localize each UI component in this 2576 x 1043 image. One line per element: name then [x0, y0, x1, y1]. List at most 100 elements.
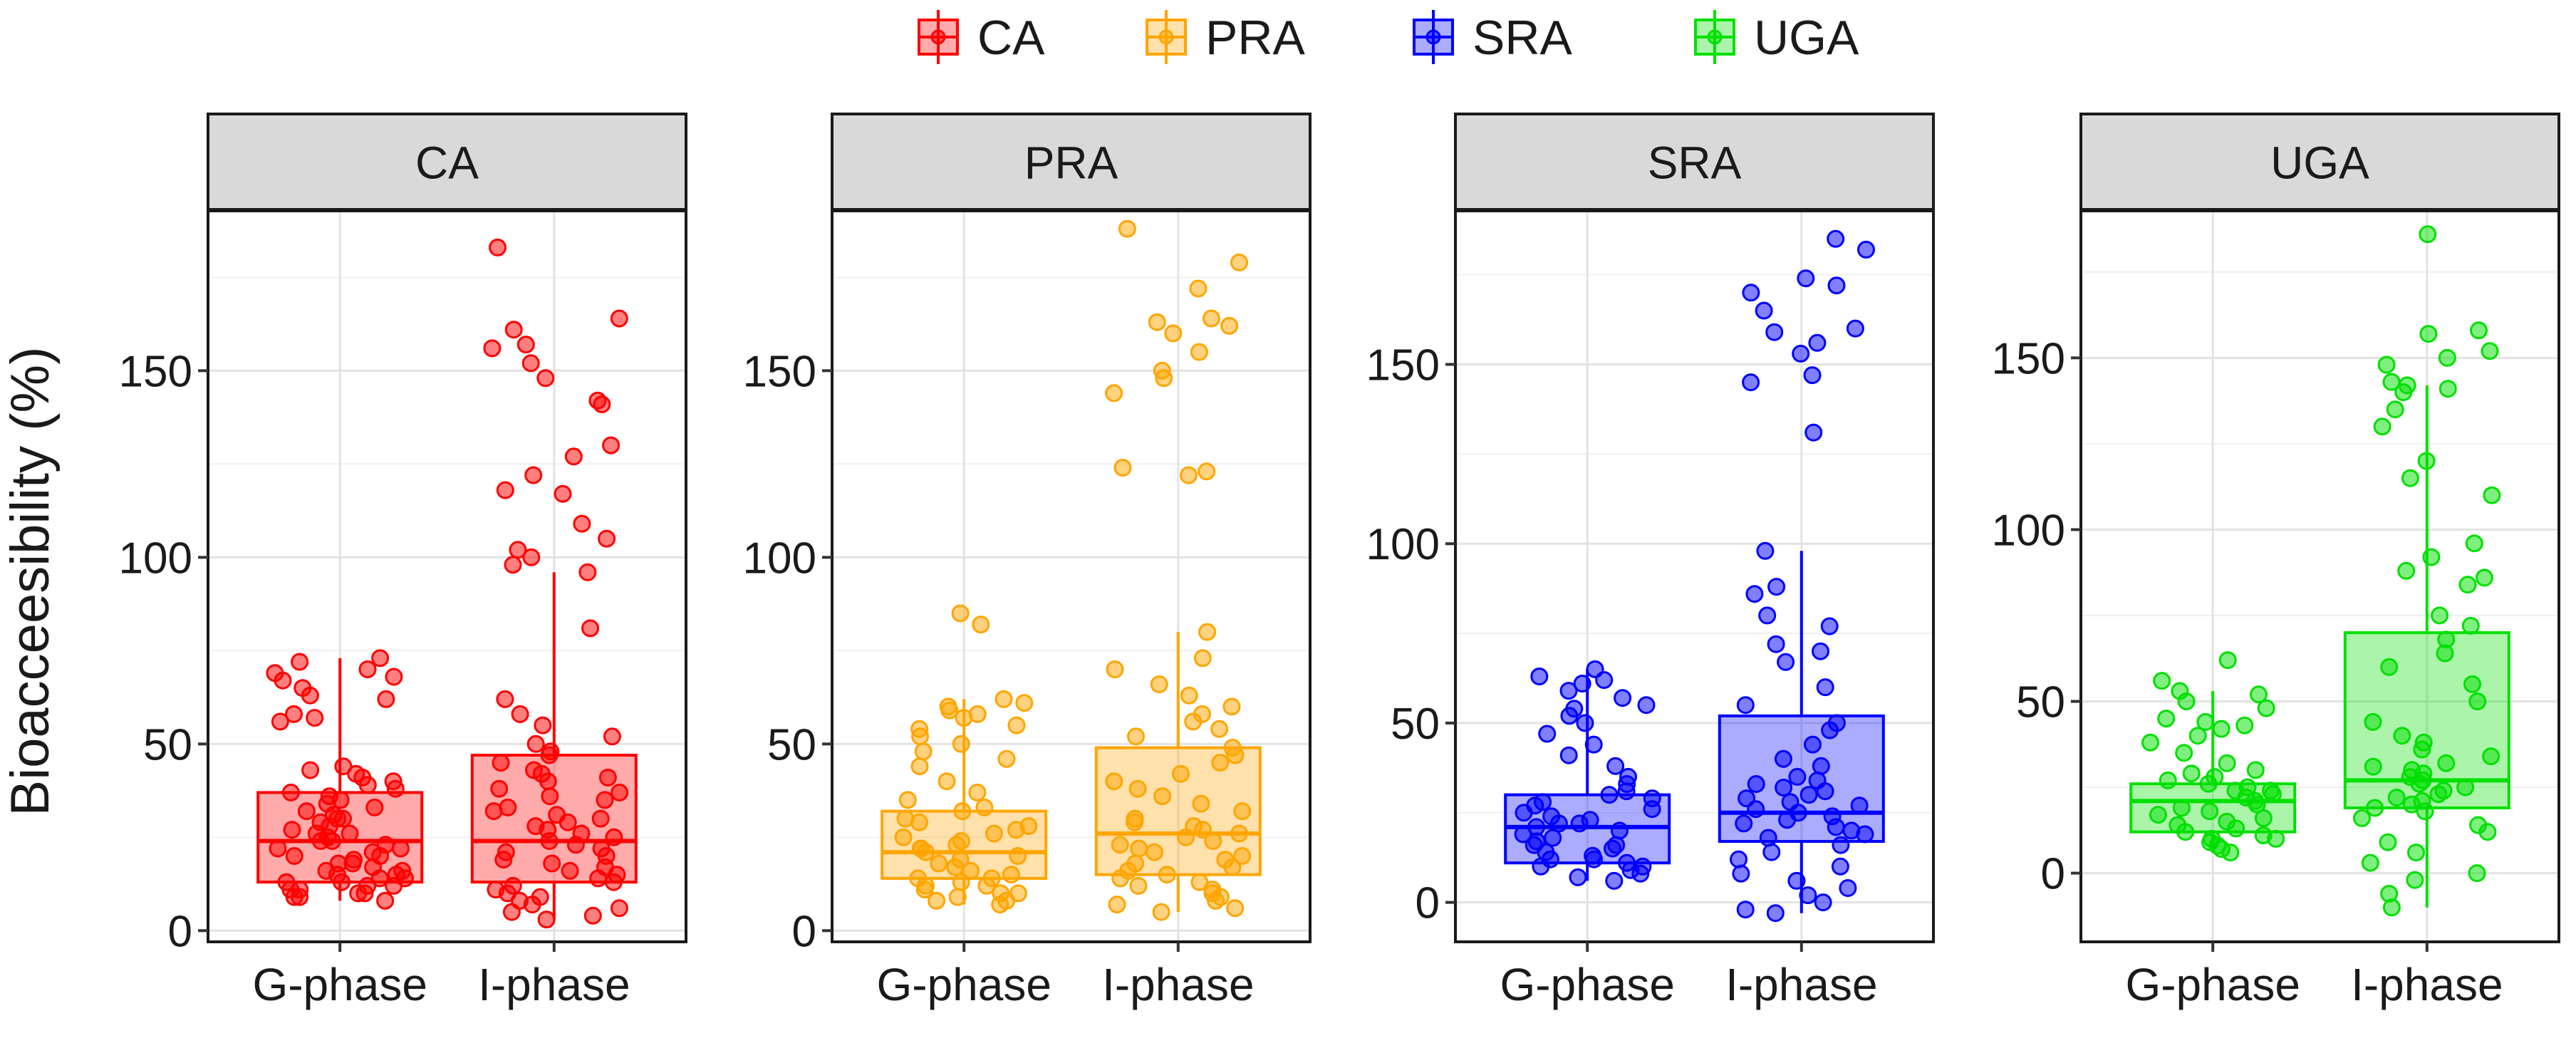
data-point: [1742, 284, 1760, 302]
data-point: [1198, 462, 1216, 481]
data-point: [1827, 276, 1846, 295]
data-point: [492, 754, 510, 772]
data-point: [1130, 839, 1148, 858]
x-tick-label-g-phase: G-phase: [1500, 959, 1674, 1010]
data-point: [2468, 692, 2487, 710]
data-point: [1788, 767, 1807, 786]
y-tick-label: 150: [119, 347, 192, 396]
data-point: [537, 910, 556, 929]
data-point: [371, 649, 390, 668]
box-uga-i-phase: [2343, 225, 2510, 917]
data-point: [1614, 689, 1632, 707]
data-point: [1584, 846, 1602, 865]
data-point: [1113, 459, 1132, 477]
y-tick-label: 150: [1992, 334, 2065, 383]
y-tick-label: 100: [1366, 520, 1440, 569]
data-point: [285, 705, 303, 723]
strip-background: [831, 113, 1312, 212]
data-point: [2417, 452, 2436, 470]
data-point: [1766, 904, 1785, 923]
data-point: [2250, 685, 2268, 704]
data-point: [2465, 534, 2483, 553]
data-point: [2458, 576, 2477, 594]
data-point: [1127, 727, 1145, 746]
data-point: [365, 798, 384, 816]
data-point: [1839, 879, 1857, 897]
data-point: [1799, 886, 1817, 905]
data-point: [1230, 253, 1248, 271]
data-point: [291, 653, 309, 671]
data-point: [2422, 548, 2441, 566]
y-tick-label: 150: [743, 347, 816, 396]
data-point: [948, 888, 967, 906]
data-point: [1610, 821, 1629, 840]
data-point: [1152, 903, 1170, 921]
points-pra-g-phase: [894, 604, 1038, 914]
data-point: [384, 772, 402, 791]
data-point: [2386, 400, 2404, 419]
data-point: [1180, 686, 1198, 705]
data-point: [1600, 786, 1619, 804]
data-point: [2483, 486, 2501, 504]
data-point: [952, 735, 970, 753]
data-point: [1634, 857, 1652, 876]
data-point: [1730, 850, 1747, 868]
data-point: [1192, 794, 1210, 813]
data-point: [1765, 323, 1784, 341]
data-point: [2481, 342, 2499, 360]
strip-label-uga: UGA: [2270, 137, 2369, 189]
data-point: [603, 727, 621, 746]
data-point: [1193, 649, 1212, 668]
legend-item-uga: UGA: [1694, 10, 1859, 65]
box-sra-i-phase: [1718, 229, 1885, 923]
data-point: [1226, 899, 1245, 918]
data-point: [2188, 727, 2207, 745]
data-point: [610, 309, 628, 328]
data-point: [992, 884, 1010, 903]
data-point: [2456, 778, 2475, 796]
data-point: [985, 824, 1003, 843]
data-point: [564, 447, 583, 466]
data-point: [1153, 361, 1171, 380]
data-point: [2463, 675, 2481, 693]
data-point: [1105, 384, 1123, 403]
data-point: [1736, 901, 1755, 919]
data-point: [605, 828, 623, 846]
data-point: [1581, 811, 1599, 829]
panel-pra: PRA 0 50 100 150 G-phase I-phase: [743, 113, 1312, 1010]
data-point: [2397, 561, 2416, 580]
data-point: [1573, 675, 1591, 692]
data-point: [598, 768, 617, 787]
data-point: [334, 757, 353, 776]
data-point: [526, 817, 545, 836]
data-point: [2437, 631, 2456, 649]
data-point: [487, 881, 505, 899]
data-point: [2206, 768, 2224, 787]
data-point: [277, 873, 296, 891]
y-axis-title: Bioacceesibility (%): [0, 347, 61, 816]
data-point: [1527, 818, 1546, 836]
data-point: [1643, 789, 1661, 808]
data-point: [1202, 309, 1220, 328]
data-point: [496, 690, 514, 708]
data-point: [345, 851, 363, 869]
points-sra-g-phase: [1514, 660, 1661, 890]
data-point: [1569, 868, 1587, 886]
data-point: [2470, 321, 2488, 340]
legend-item-pra: PRA: [1146, 10, 1305, 65]
data-point: [896, 809, 915, 828]
facet-panels: CA 0 50 100 150 G-phase I-phase PRA 0 50 100 150 G-p…: [119, 113, 2560, 1010]
data-point: [602, 436, 620, 455]
data-point: [2364, 712, 2382, 731]
data-point: [1827, 229, 1845, 248]
data-point: [1565, 700, 1584, 718]
data-point: [2196, 712, 2215, 731]
y-tick-label: 150: [1366, 341, 1440, 390]
data-point: [2406, 871, 2424, 889]
data-point: [1637, 696, 1656, 715]
data-point: [573, 514, 591, 533]
data-point: [347, 764, 365, 783]
data-point: [598, 529, 616, 548]
data-point: [2419, 225, 2437, 244]
data-point: [968, 783, 987, 801]
